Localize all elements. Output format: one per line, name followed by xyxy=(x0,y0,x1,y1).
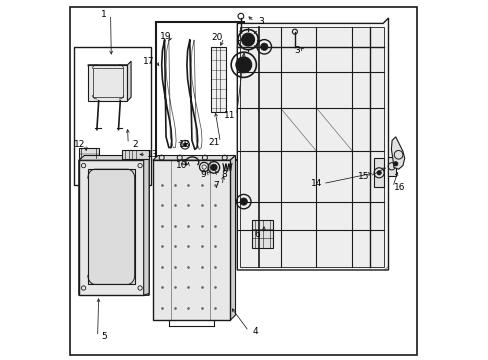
Polygon shape xyxy=(79,157,149,295)
Polygon shape xyxy=(373,158,384,187)
Circle shape xyxy=(240,61,247,68)
Polygon shape xyxy=(122,150,149,159)
Bar xyxy=(240,27,384,267)
Polygon shape xyxy=(251,220,273,248)
Text: 3: 3 xyxy=(257,17,263,26)
Text: 20: 20 xyxy=(211,33,223,42)
Text: 9: 9 xyxy=(200,170,205,179)
Text: 12: 12 xyxy=(74,140,85,149)
Polygon shape xyxy=(79,160,143,295)
Polygon shape xyxy=(127,61,131,101)
Circle shape xyxy=(183,143,186,147)
Circle shape xyxy=(260,43,267,50)
Polygon shape xyxy=(88,65,127,101)
Polygon shape xyxy=(237,18,387,270)
Polygon shape xyxy=(79,156,149,160)
Polygon shape xyxy=(143,156,149,295)
Polygon shape xyxy=(88,169,134,284)
Text: 18: 18 xyxy=(179,140,190,149)
Polygon shape xyxy=(390,137,404,169)
Circle shape xyxy=(241,33,254,46)
Circle shape xyxy=(210,164,217,171)
Polygon shape xyxy=(211,47,225,112)
Text: 16: 16 xyxy=(393,183,404,192)
Bar xyxy=(73,47,151,185)
Circle shape xyxy=(240,198,247,205)
Text: 13: 13 xyxy=(147,150,158,159)
Text: 15: 15 xyxy=(357,172,368,181)
Text: 3: 3 xyxy=(293,46,299,55)
Text: 21: 21 xyxy=(208,138,219,147)
Circle shape xyxy=(393,162,397,166)
Text: 1: 1 xyxy=(101,10,107,19)
Polygon shape xyxy=(230,156,235,320)
Circle shape xyxy=(244,37,250,42)
Polygon shape xyxy=(152,156,235,160)
Text: 6: 6 xyxy=(254,230,260,239)
Text: 14: 14 xyxy=(310,179,322,188)
Bar xyxy=(156,22,244,160)
Text: 19: 19 xyxy=(159,32,171,41)
Circle shape xyxy=(376,171,381,175)
Text: 8: 8 xyxy=(222,170,227,179)
Polygon shape xyxy=(79,148,99,158)
Text: 2: 2 xyxy=(132,140,137,149)
Text: 7: 7 xyxy=(212,181,218,190)
Circle shape xyxy=(235,57,251,73)
Polygon shape xyxy=(152,160,230,320)
Text: 17: 17 xyxy=(143,57,155,66)
Polygon shape xyxy=(88,65,127,76)
Text: 4: 4 xyxy=(252,327,258,336)
Text: 10: 10 xyxy=(175,161,187,170)
Polygon shape xyxy=(387,157,395,176)
Text: 11: 11 xyxy=(224,111,235,120)
Text: 5: 5 xyxy=(101,332,107,341)
